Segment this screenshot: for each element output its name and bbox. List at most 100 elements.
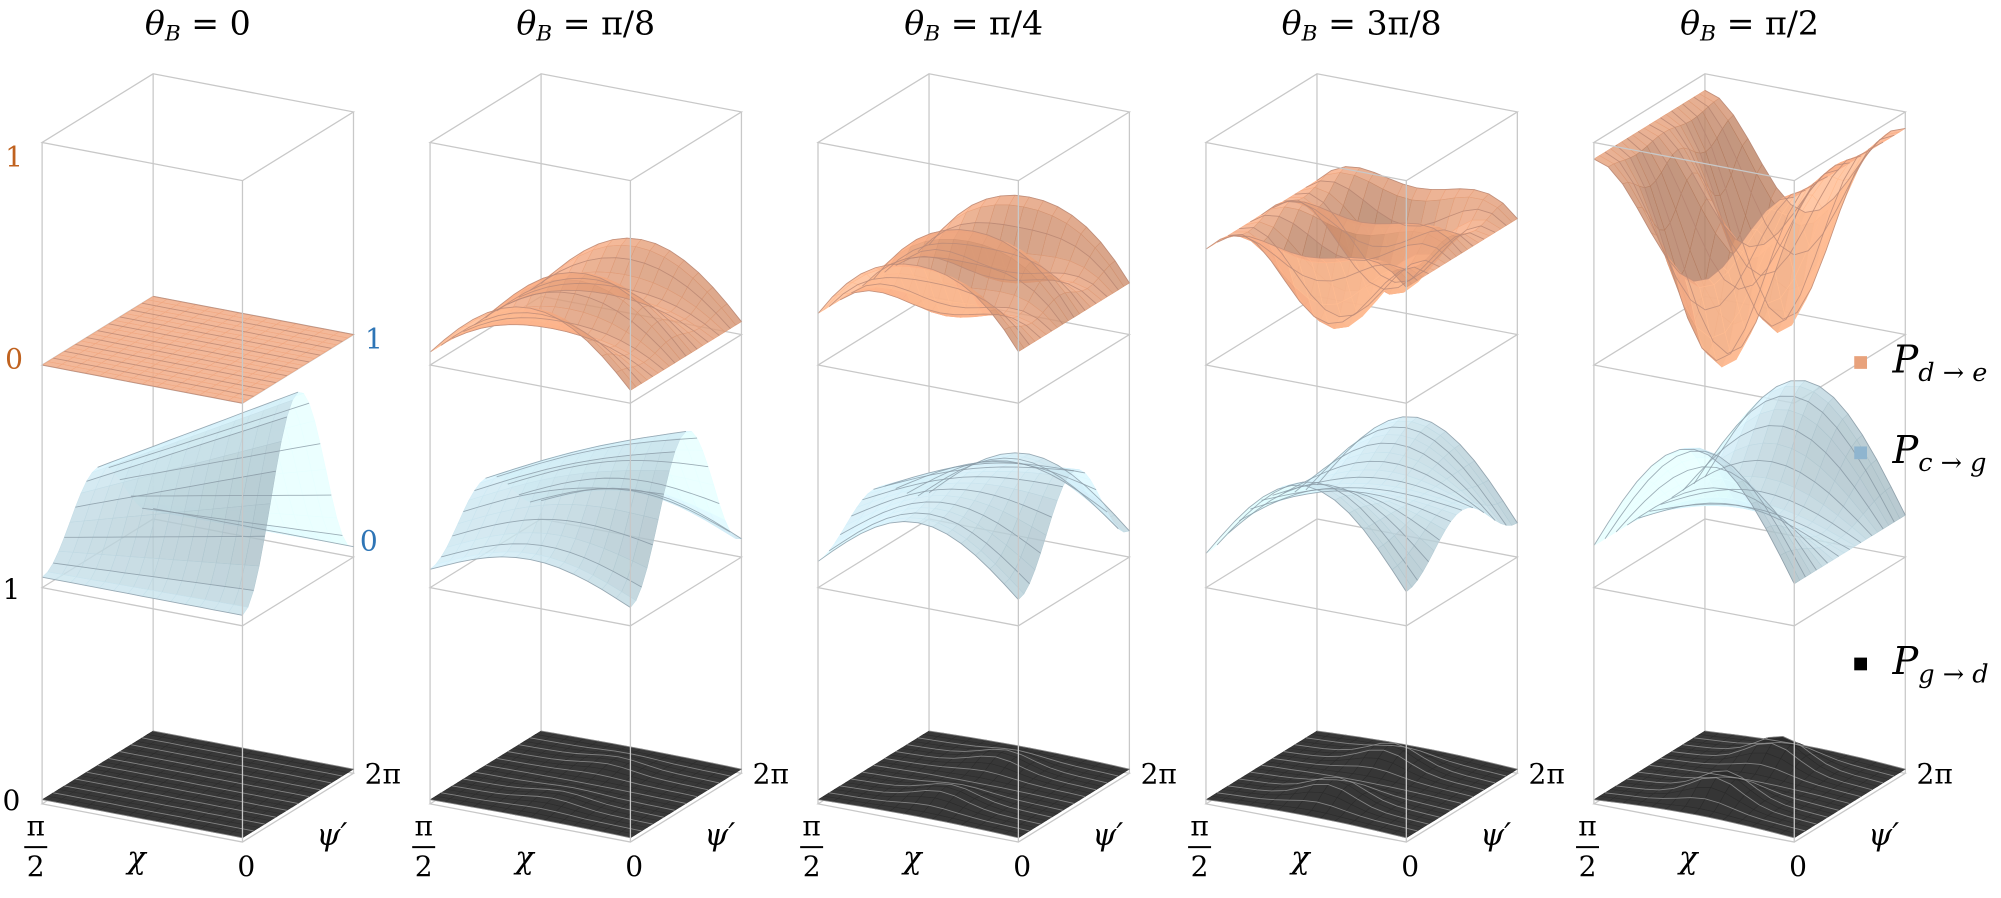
chi-max-num: π bbox=[27, 810, 45, 843]
legend-swatch bbox=[1854, 356, 1868, 369]
chi-max-num: π bbox=[802, 810, 820, 843]
legend-subscript: d → e bbox=[1918, 358, 1987, 388]
blue-surface-mesh bbox=[97, 391, 299, 468]
chi-max-den: 2 bbox=[1579, 850, 1597, 883]
title-subscript: B bbox=[1699, 21, 1716, 46]
layer-plane bbox=[1204, 518, 1520, 627]
black-surface-mesh bbox=[130, 744, 332, 784]
title-symbol: θ bbox=[1680, 3, 1700, 42]
chi-label: χ bbox=[1677, 841, 1700, 876]
blue-surface-mesh bbox=[42, 576, 243, 616]
panel: θB = 0 π 2 χ 0 ψ′ 2π bbox=[24, 3, 401, 883]
panel-title: θB = π/4 bbox=[904, 3, 1043, 46]
chi-label: χ bbox=[125, 841, 148, 876]
black-surface-mesh bbox=[97, 764, 299, 804]
orange-surface-mesh bbox=[42, 364, 243, 404]
black-surface-mesh bbox=[86, 771, 287, 811]
panel: θB = π/8 π 2 χ 0 ψ′ 2π bbox=[412, 3, 789, 883]
blue-surface-mesh bbox=[53, 562, 254, 591]
title-subscript: B bbox=[923, 21, 940, 46]
legend-subscript: c → g bbox=[1918, 448, 1986, 478]
panel: θB = 3π/8 π 2 χ 0 ψ′ 2π bbox=[1188, 3, 1565, 883]
panel-title: θB = π/8 bbox=[516, 3, 655, 46]
psi-max: 2π bbox=[1529, 757, 1565, 790]
psi-min: 0 bbox=[237, 850, 255, 883]
orange-surface-mesh bbox=[53, 357, 254, 397]
orange-surface-mesh bbox=[97, 330, 299, 370]
orange-surface-mesh bbox=[86, 337, 287, 377]
black-surface-mesh bbox=[108, 758, 310, 798]
title-subscript: B bbox=[535, 21, 552, 46]
box-top bbox=[1204, 73, 1520, 182]
title-value: = 0 bbox=[181, 3, 251, 42]
legend-symbol: P bbox=[1892, 429, 1920, 473]
title-subscript: B bbox=[1301, 21, 1318, 46]
legend-subscript: g → d bbox=[1918, 659, 1988, 689]
title-symbol: θ bbox=[1282, 3, 1302, 42]
blue-surface-mesh bbox=[130, 494, 332, 497]
psi-min: 0 bbox=[625, 850, 643, 883]
chi-max-den: 2 bbox=[1191, 850, 1209, 883]
title-subscript: B bbox=[164, 21, 181, 46]
blue-surface-mesh bbox=[86, 416, 288, 482]
chi-label: χ bbox=[1289, 841, 1312, 876]
psi-min: 0 bbox=[1401, 850, 1419, 883]
chi-label: χ bbox=[513, 841, 536, 876]
legend-symbol: P bbox=[1892, 339, 1920, 383]
chi-max-num: π bbox=[1578, 810, 1596, 843]
chi-max-den: 2 bbox=[803, 850, 821, 883]
black-surface-mesh bbox=[53, 792, 254, 832]
orange-z-top: 1 bbox=[5, 141, 23, 174]
chi-max-den: 2 bbox=[415, 850, 433, 883]
blue-surface-mesh bbox=[64, 535, 265, 538]
legend-label: Pd → e bbox=[1892, 339, 1988, 388]
title-value: = π/2 bbox=[1716, 3, 1819, 42]
blue-z-bottom: 0 bbox=[360, 525, 378, 558]
psi-label: ψ′ bbox=[704, 818, 735, 853]
orange-surface-mesh bbox=[130, 309, 332, 349]
chi-label: χ bbox=[901, 841, 924, 876]
psi-label: ψ′ bbox=[1092, 818, 1123, 853]
blue-surface-mesh bbox=[153, 508, 354, 548]
blue-surface-mesh bbox=[119, 443, 321, 481]
title-symbol: θ bbox=[904, 3, 924, 42]
chi-max-num: π bbox=[414, 810, 432, 843]
blue-z-top: 1 bbox=[365, 322, 383, 355]
orange-surface-mesh bbox=[119, 316, 321, 356]
title-value: = π/4 bbox=[940, 3, 1043, 42]
panel-title: θB = 0 bbox=[145, 3, 251, 46]
panel-title: θB = π/2 bbox=[1680, 3, 1819, 46]
chi-max-num: π bbox=[1190, 810, 1208, 843]
legend-swatch bbox=[1854, 446, 1868, 460]
black-surface-mesh bbox=[42, 799, 243, 839]
black-z-bottom: 0 bbox=[3, 784, 21, 817]
psi-max: 2π bbox=[1141, 757, 1177, 790]
legend-label: Pc → g bbox=[1892, 429, 1987, 478]
black-surface-mesh bbox=[153, 730, 354, 770]
black-surface-mesh bbox=[119, 751, 321, 791]
legend-label: Pg → d bbox=[1892, 640, 1989, 689]
psi-max: 2π bbox=[1916, 757, 1952, 790]
blue-surface-mesh bbox=[108, 402, 310, 468]
box-top bbox=[40, 73, 356, 182]
title-value: = 3π/8 bbox=[1318, 3, 1442, 42]
chi-max-den: 2 bbox=[27, 850, 45, 883]
box-top bbox=[816, 73, 1132, 182]
psi-label: ψ′ bbox=[1868, 818, 1899, 853]
psi-label: ψ′ bbox=[316, 818, 347, 853]
black-z-top: 1 bbox=[3, 573, 21, 606]
legend-symbol: P bbox=[1892, 640, 1920, 684]
orange-surface-mesh bbox=[153, 295, 354, 335]
psi-min: 0 bbox=[1789, 850, 1807, 883]
legend-swatch bbox=[1854, 657, 1868, 671]
psi-max: 2π bbox=[365, 757, 401, 790]
psi-max: 2π bbox=[753, 757, 789, 790]
orange-z-bottom: 0 bbox=[5, 343, 23, 376]
title-value: = π/8 bbox=[552, 3, 655, 42]
orange-surface-mesh bbox=[108, 323, 310, 363]
box-top bbox=[428, 73, 744, 182]
title-symbol: θ bbox=[516, 3, 536, 42]
psi-label: ψ′ bbox=[1480, 818, 1511, 853]
